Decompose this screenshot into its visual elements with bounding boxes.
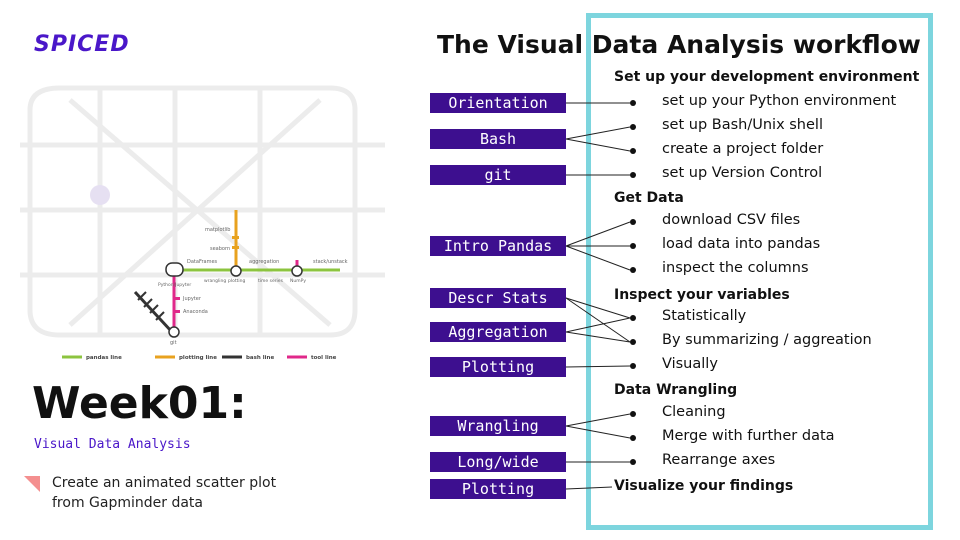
heading-inspect: Inspect your variables [614, 287, 790, 303]
bullet-icon [630, 267, 636, 273]
station-marker [174, 297, 180, 300]
heading-wrangling: Data Wrangling [614, 382, 738, 398]
item-python-env: set up your Python environment [662, 93, 897, 109]
bullet-icon [630, 315, 636, 321]
station-numpy: NumPy [290, 278, 306, 284]
heading-visualize: Visualize your findings [614, 478, 794, 494]
station-aggregation: aggregation [249, 259, 279, 265]
legend-bash-line: bash line [246, 355, 274, 361]
map-background-lines [20, 85, 385, 338]
item-bash-shell: set up Bash/Unix shell [662, 117, 823, 133]
bullet-icon [630, 100, 636, 106]
bullet-icon [630, 243, 636, 249]
bullet-icon [630, 339, 636, 345]
label-plotting-final: Plotting [430, 479, 566, 499]
bullet-icon [630, 219, 636, 225]
week-title: Week01: [32, 378, 247, 429]
map-legend: pandas line plotting line bash line tool… [62, 355, 337, 361]
label-descr-stats: Descr Stats [430, 288, 566, 308]
plotting-station [230, 265, 242, 277]
label-long-wide: Long/wide [430, 452, 566, 472]
numpy-station [291, 265, 303, 277]
workflow-title: The Visual Data Analysis workflow [437, 30, 921, 59]
label-git: git [430, 165, 566, 185]
station-matplotlib: matplotlib [205, 227, 230, 233]
station-marker [232, 246, 239, 249]
item-load-pandas: load data into pandas [662, 236, 821, 252]
item-download-csv: download CSV files [662, 212, 801, 228]
station-marker [232, 236, 239, 239]
item-version-control: set up Version Control [662, 165, 823, 181]
legend-tool-line: tool line [311, 355, 337, 361]
label-bash: Bash [430, 129, 566, 149]
label-plotting: Plotting [430, 357, 566, 377]
legend-plotting-line: plotting line [179, 355, 217, 361]
item-rearrange: Rearrange axes [662, 452, 776, 468]
bullet-icon [630, 411, 636, 417]
item-summarizing: By summarizing / aggreation [662, 332, 872, 348]
bullet-icon [630, 124, 636, 130]
station-seaborn: seaborn [210, 246, 230, 252]
station-git: git [170, 340, 177, 346]
station-time-series: time series [258, 278, 284, 284]
bullet-icon [630, 172, 636, 178]
item-cleaning: Cleaning [662, 404, 726, 420]
station-python-jupyter: Python/Jupyter [158, 282, 191, 288]
bash-line [133, 290, 174, 334]
label-aggregation: Aggregation [430, 322, 566, 342]
item-visually: Visually [662, 356, 718, 372]
workflow-frame [586, 13, 933, 530]
label-orientation: Orientation [430, 93, 566, 113]
station-plotting: plotting [228, 278, 245, 284]
git-station [168, 326, 180, 338]
station-stack-unstack: stack/unstack [313, 259, 348, 265]
item-statistically: Statistically [662, 308, 747, 324]
heading-get-data: Get Data [614, 190, 684, 206]
bash-line-ticks [137, 291, 165, 321]
label-wrangling: Wrangling [430, 416, 566, 436]
legend-pandas-line: pandas line [86, 355, 122, 361]
bullet-icon [630, 459, 636, 465]
python-jupyter-station [165, 262, 184, 277]
map-background-station [90, 185, 110, 205]
station-wrangling: wrangling [204, 278, 226, 284]
station-marker [174, 310, 180, 313]
curriculum-metro-map: matplotlib seaborn Python/Jupyter DataFr… [20, 85, 385, 361]
triangle-bullet-icon [24, 476, 40, 492]
bullet-icon [630, 148, 636, 154]
bullet-icon [630, 363, 636, 369]
item-merge: Merge with further data [662, 428, 835, 444]
heading-setup: Set up your development environment [614, 69, 920, 85]
item-inspect-columns: inspect the columns [662, 260, 809, 276]
week-subtitle: Visual Data Analysis [34, 437, 191, 452]
task-description: Create an animated scatter plot from Gap… [52, 475, 277, 511]
item-project-folder: create a project folder [662, 141, 824, 157]
label-intro-pandas: Intro Pandas [430, 236, 566, 256]
station-dataframes: DataFrames [187, 259, 218, 265]
station-anaconda: Anaconda [183, 309, 208, 315]
spiced-logo: SPICED [34, 32, 130, 57]
station-jupyter: Jupyter [182, 296, 202, 302]
bullet-icon [630, 435, 636, 441]
